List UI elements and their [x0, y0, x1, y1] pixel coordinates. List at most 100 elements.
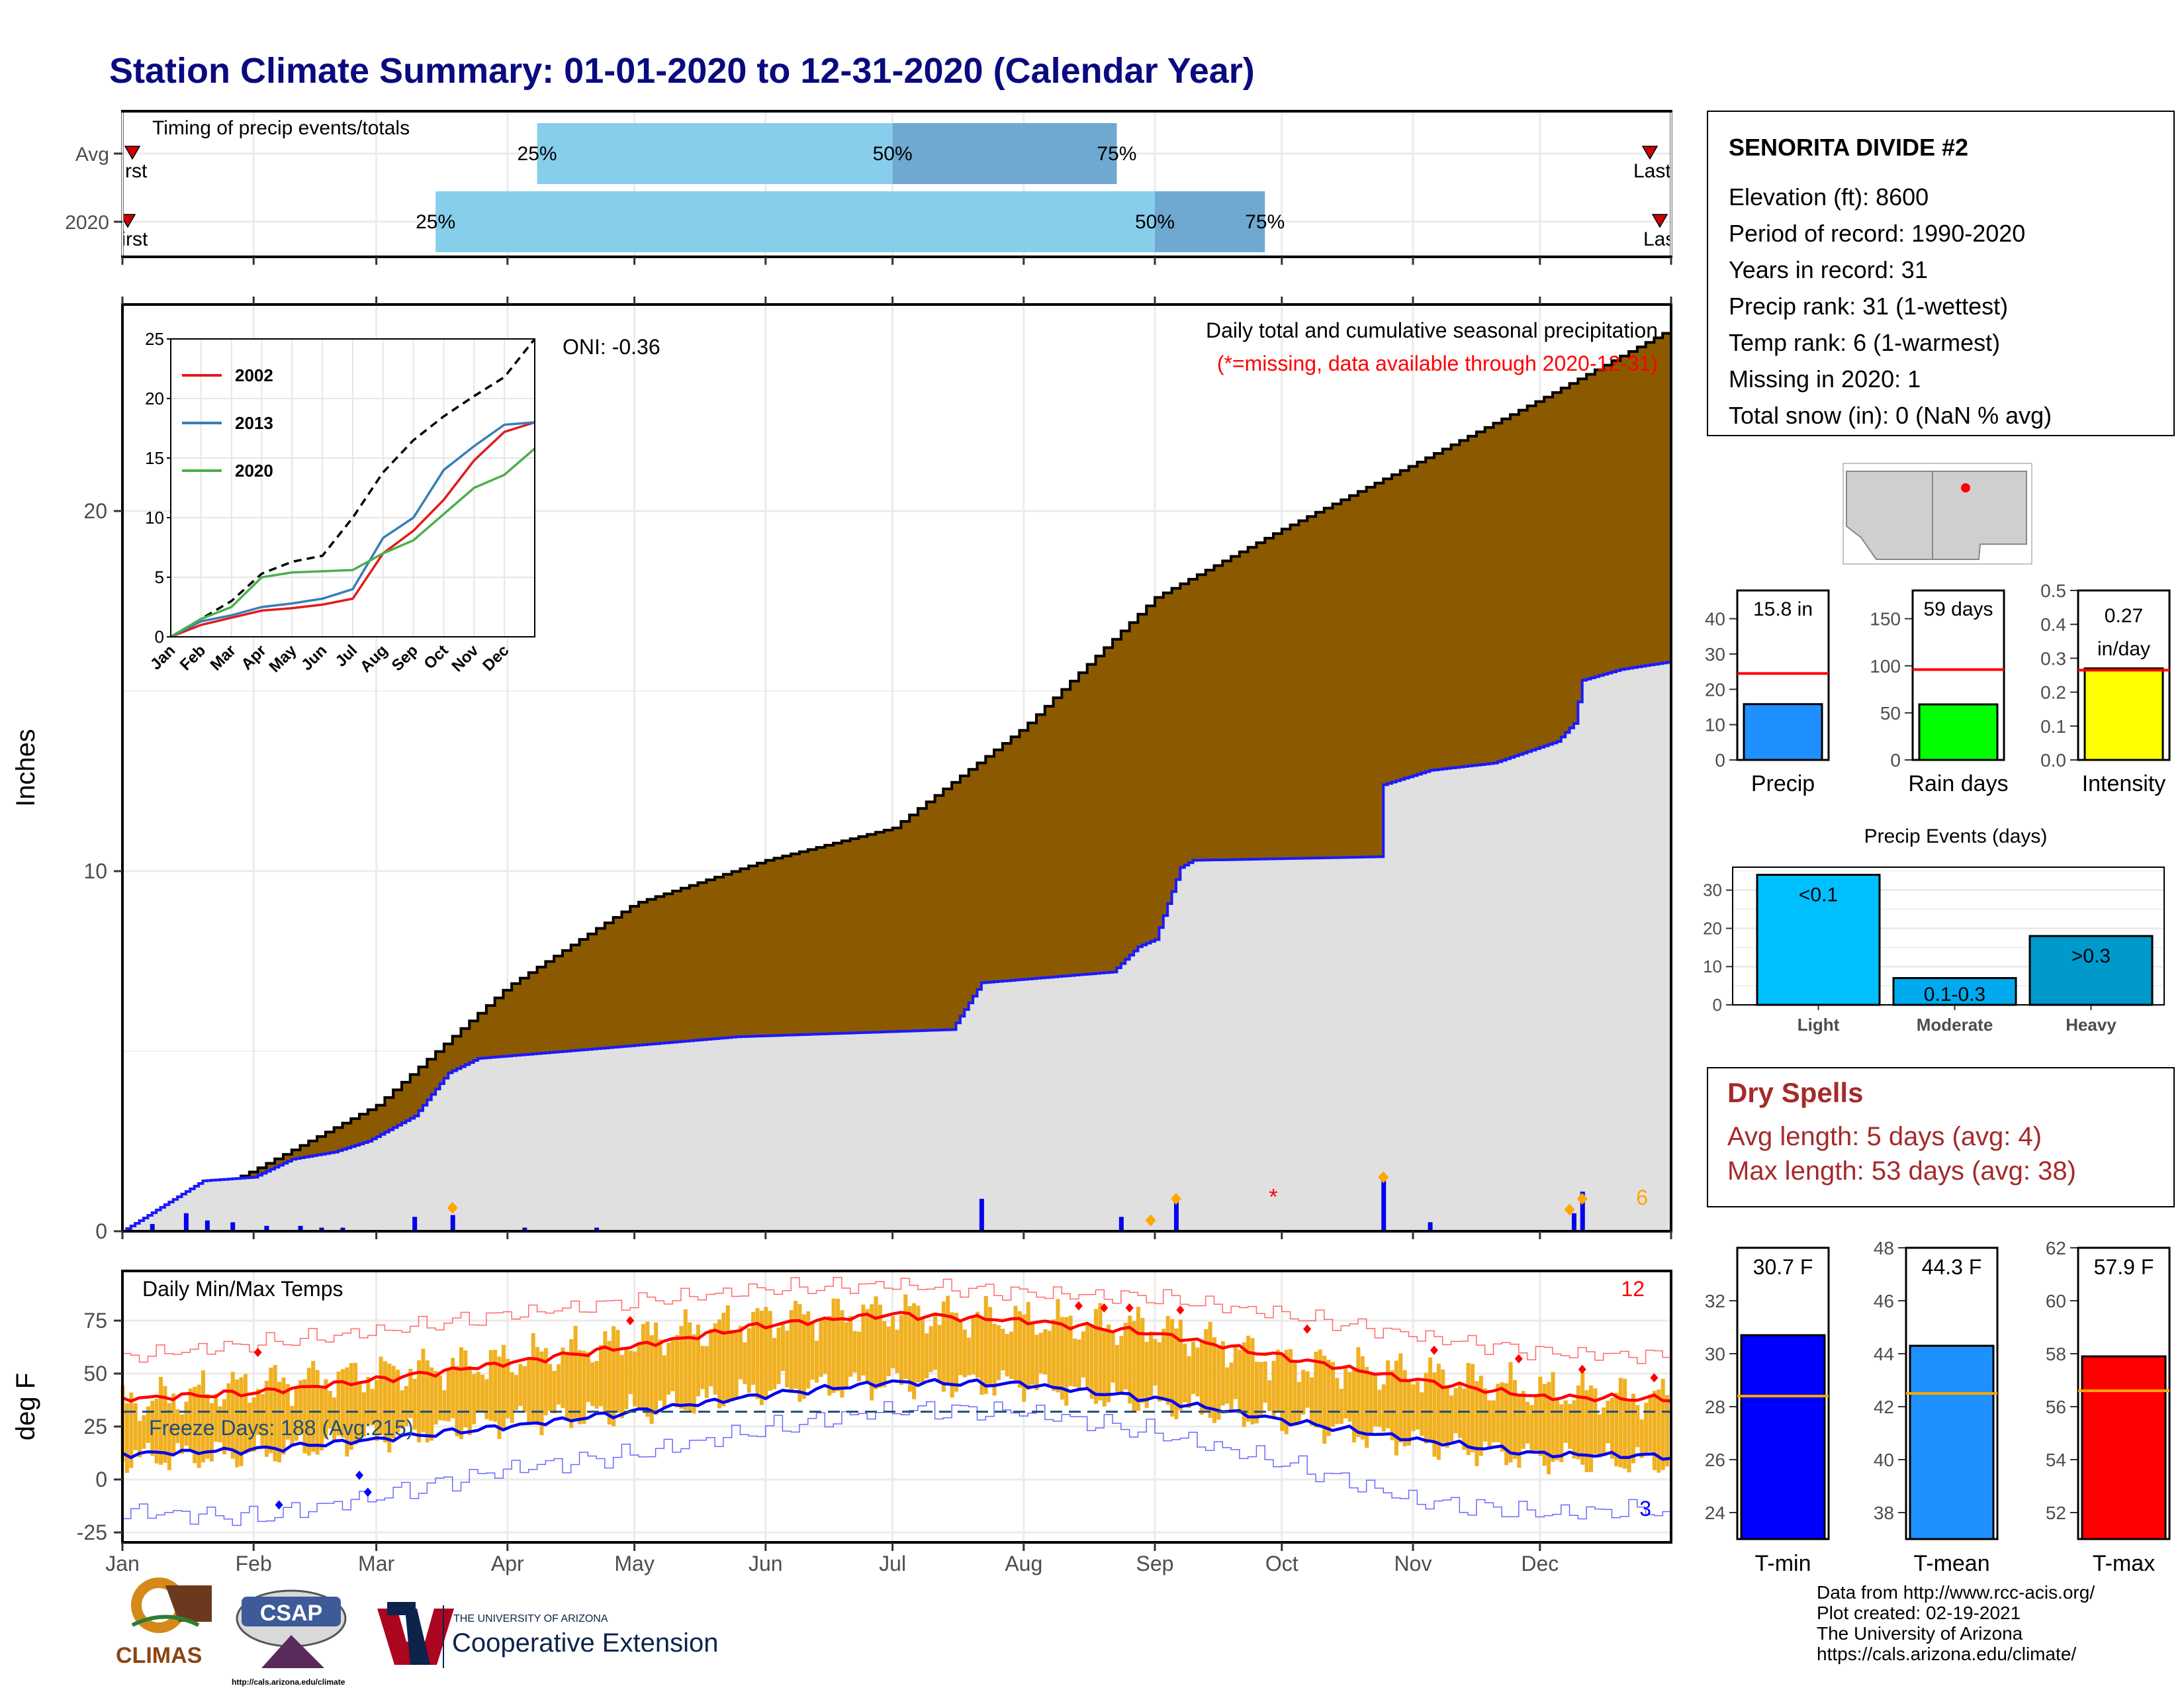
daily-temp-range-bar [1056, 1299, 1060, 1393]
bar-ytick-label: 0.3 [2040, 648, 2066, 669]
precip-corner-count: 6 [1636, 1186, 1648, 1209]
daily-temp-range-bar [472, 1374, 477, 1425]
daily-temp-range-bar [743, 1342, 747, 1384]
daily-temp-range-bar [619, 1355, 624, 1419]
timing-bar-early [435, 191, 1155, 252]
timing-row-label: Avg [75, 144, 109, 165]
daily-temp-range-bar [379, 1356, 383, 1434]
precip-value-label: 15.8 in [1753, 598, 1813, 620]
daily-temp-range-bar [1216, 1345, 1221, 1420]
daily-temp-range-bar [535, 1346, 540, 1425]
daily-temp-range-bar [1128, 1315, 1132, 1404]
events-ytick-label: 0 [1713, 995, 1722, 1015]
daily-temp-range-bar [184, 1401, 189, 1446]
daily-temp-range-bar [1635, 1405, 1640, 1448]
month-axis-label: Aug [1005, 1552, 1042, 1575]
record-high-marker [1303, 1324, 1312, 1334]
daily-temp-range-bar [1491, 1400, 1496, 1442]
record-high-marker [1074, 1301, 1083, 1311]
daily-temp-range-bar [840, 1310, 844, 1398]
daily-temp-range-bar [1365, 1366, 1369, 1448]
daily-temp-range-bar [417, 1360, 422, 1442]
bar-ytick-label: 50 [1880, 703, 1901, 724]
daily-temp-range-bar [789, 1310, 794, 1393]
summary-bar [1743, 703, 1823, 761]
events-ytick-label: 30 [1703, 880, 1722, 900]
daily-temp-range-bar [899, 1315, 903, 1385]
daily-temp-range-bar [1111, 1330, 1115, 1383]
daily-temp-range-bar [1275, 1349, 1280, 1411]
temp-bar-ytick-label: 26 [1705, 1450, 1725, 1470]
precip-event-category: Moderate [1917, 1015, 1993, 1035]
daily-temp-range-bar [865, 1309, 870, 1383]
daily-temp-range-bar [171, 1393, 176, 1455]
station-info-line: Total snow (in): 0 (NaN % avg) [1729, 402, 2052, 429]
temperature-bar-charts: 24 26 28 30 32 30.7 F T-min 38 40 42 44 46 48 44.3 F T… [1705, 1238, 2171, 1576]
daily-temp-range-bar [962, 1329, 967, 1378]
temp-summary-bar [1740, 1334, 1826, 1540]
inset-frame [170, 338, 535, 637]
daily-temp-range-bar [946, 1295, 950, 1384]
daily-temp-range-bar [1496, 1383, 1500, 1442]
daily-temp-range-bar [835, 1298, 840, 1391]
daily-temp-range-bar [907, 1305, 912, 1392]
daily-temp-range-bar [433, 1370, 438, 1425]
daily-precip-bar [298, 1225, 303, 1231]
daily-temp-range-bar [861, 1304, 866, 1376]
daily-temp-range-bar [598, 1344, 603, 1407]
bar-label: Precip [1751, 771, 1815, 796]
daily-temp-range-bar [375, 1380, 379, 1441]
precip-event-category: Light [1797, 1015, 1840, 1035]
daily-temp-range-bar [1310, 1377, 1314, 1426]
station-info-box: SENORITA DIVIDE #2 Elevation (ft): 8600 P… [1707, 111, 2175, 436]
daily-temp-range-bar [138, 1421, 142, 1458]
temp-bar-ytick-label: 52 [2046, 1503, 2066, 1523]
daily-temp-range-bar [1229, 1362, 1234, 1411]
daily-temp-range-bar [633, 1351, 637, 1407]
csap-url: http://cals.arizona.edu/climate [232, 1677, 345, 1687]
daily-temp-range-bar [197, 1384, 201, 1468]
daily-temp-range-bar [670, 1340, 675, 1391]
daily-temp-range-bar [747, 1328, 751, 1393]
daily-temp-range-bar [459, 1347, 463, 1440]
daily-temp-range-bar [941, 1301, 946, 1392]
daily-precip-bar [1118, 1217, 1124, 1231]
dry-spells-title: Dry Spells [1727, 1077, 1863, 1108]
precip-events-chart: Precip Events (days) 0 10 20 30 <0.1 Light 0.1… [1703, 825, 2165, 1035]
daily-temp-range-bar [785, 1331, 790, 1387]
daily-temp-range-bar [1280, 1352, 1285, 1431]
daily-temp-range-bar [1305, 1371, 1310, 1408]
daily-temp-range-bar [565, 1352, 569, 1419]
daily-temp-range-bar [1183, 1343, 1187, 1403]
temp-y-axis-label: deg F [11, 1373, 40, 1440]
first-event-marker [124, 146, 141, 160]
temp-value-label: 44.3 F [1922, 1255, 1982, 1279]
daily-temp-range-bar [251, 1397, 256, 1452]
daily-temp-range-bar [848, 1316, 853, 1377]
daily-temp-range-bar [531, 1333, 535, 1422]
inset-legend-label: 2020 [235, 461, 273, 481]
page-title: Station Climate Summary: 01-01-2020 to 1… [109, 51, 1255, 91]
daily-temp-range-bar [1068, 1315, 1073, 1386]
station-info-line: Temp rank: 6 (1-warmest) [1729, 329, 2000, 356]
daily-temp-range-bar [1077, 1339, 1081, 1389]
daily-temp-range-bar [1060, 1317, 1064, 1400]
daily-temp-range-bar [1238, 1350, 1242, 1414]
daily-temp-range-bar [649, 1335, 654, 1424]
station-info-line: Missing in 2020: 1 [1729, 365, 1921, 393]
daily-temp-range-bar [1132, 1321, 1136, 1412]
daily-temp-range-bar [1331, 1362, 1336, 1427]
daily-temp-range-bar [1293, 1360, 1297, 1425]
record-high-marker [1578, 1364, 1586, 1374]
daily-temp-range-bar [1576, 1385, 1580, 1460]
record-high-marker [1100, 1303, 1109, 1313]
daily-temp-range-bar [1661, 1378, 1665, 1470]
credits: Data from http://www.rcc-acis.org/ Plot … [1817, 1582, 2174, 1664]
temp-bar-label: T-min [1755, 1551, 1811, 1576]
daily-temp-range-bar [772, 1338, 777, 1389]
daily-temp-range-bar [1297, 1382, 1301, 1423]
credit-line: The University of Arizona [1817, 1623, 2023, 1644]
daily-temp-range-bar [430, 1367, 434, 1441]
daily-temp-range-bar [1441, 1369, 1445, 1443]
